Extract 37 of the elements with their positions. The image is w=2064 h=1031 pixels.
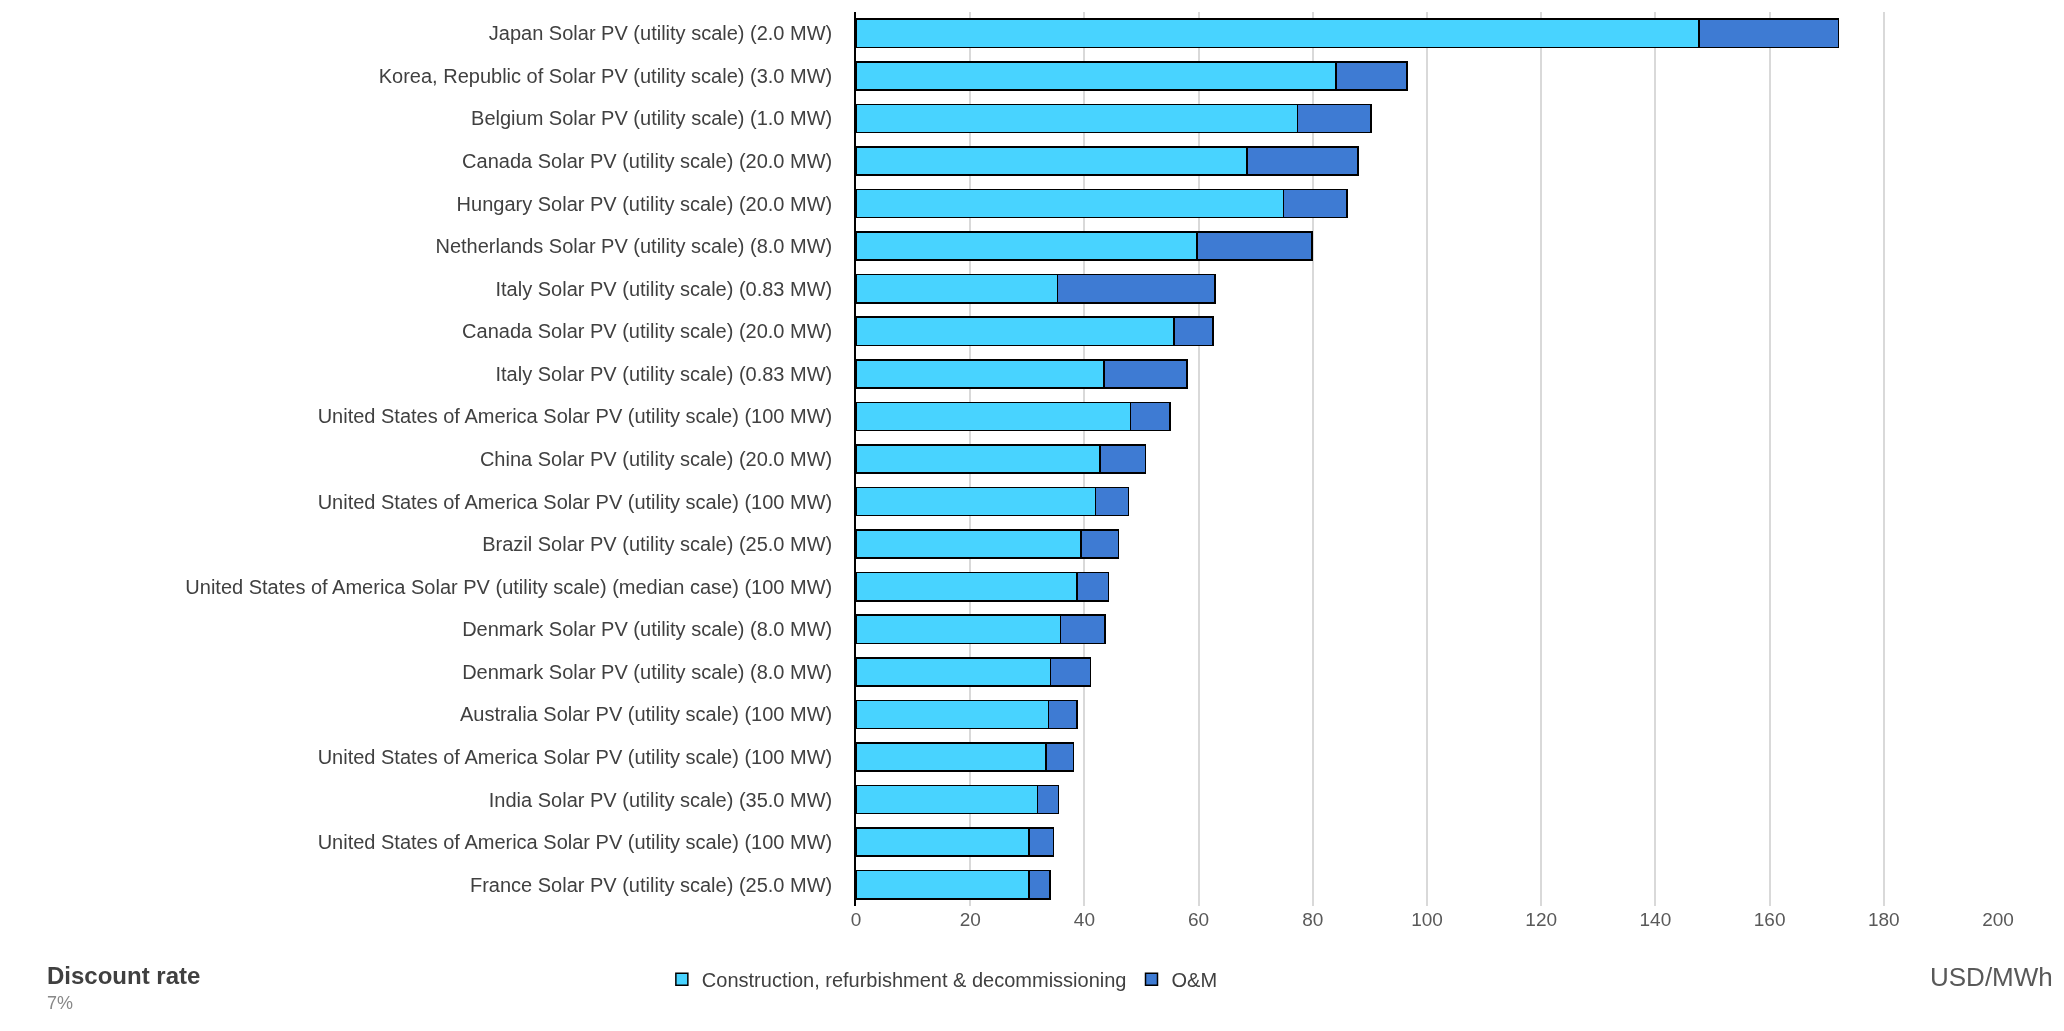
y-tick-label: United States of America Solar PV (utility scale) (100 MW) — [317, 490, 833, 513]
y-tick-label: Italy Solar PV (utility scale) (0.83 MW) — [495, 277, 833, 300]
x-tick-label: 140 — [1639, 909, 1672, 930]
x-tick-label: 20 — [959, 909, 981, 930]
y-tick-label: China Solar PV (utility scale) (20.0 MW) — [479, 448, 833, 470]
legend-label: Construction, refurbishment & decommissioning — [701, 968, 1127, 991]
y-tick-label: Denmark Solar PV (utility scale) (8.0 MW) — [462, 618, 833, 641]
y-tick-label: Netherlands Solar PV (utility scale) (8.0 MW) — [435, 235, 833, 258]
y-tick-label: Canada Solar PV (utility scale) (20.0 MW) — [462, 320, 833, 343]
text: Discount rate — [47, 962, 201, 989]
x-tick-label: 160 — [1753, 909, 1786, 930]
x-tick-label: 40 — [1073, 909, 1095, 930]
y-tick-label: France Solar PV (utility scale) (25.0 MW) — [469, 873, 833, 896]
y-tick-label: Denmark Solar PV (utility scale) (8.0 MW) — [462, 660, 833, 683]
x-tick-label: 200 — [1982, 909, 2014, 930]
x-tick-label: 80 — [1302, 909, 1324, 930]
y-tick-label: India Solar PV (utility scale) (35.0 MW) — [488, 788, 833, 811]
y-tick-label: United States of America Solar PV (utility scale) (100 MW) — [317, 746, 833, 768]
x-tick-label: 120 — [1525, 909, 1558, 930]
x-axis-title: USD/MWh — [1930, 962, 2053, 992]
y-tick-label: United States of America Solar PV (utility scale) (median case) (100 MW) — [185, 575, 833, 598]
legend-label: O&M — [1171, 968, 1218, 991]
y-tick-label: Belgium Solar PV (utility scale) (1.0 MW) — [471, 107, 833, 130]
y-tick-label: Hungary Solar PV (utility scale) (20.0 MW) — [456, 192, 833, 215]
x-tick-label: 60 — [1188, 909, 1210, 930]
x-tick-label: 100 — [1411, 909, 1443, 930]
y-tick-label: United States of America Solar PV (utility scale) (100 MW) — [317, 405, 833, 428]
y-tick-label: Canada Solar PV (utility scale) (20.0 MW) — [462, 150, 833, 172]
text: 7% — [47, 993, 74, 1013]
y-tick-label: United States of America Solar PV (utility scale) (100 MW) — [317, 831, 833, 854]
x-tick-label: 180 — [1867, 909, 1900, 930]
y-tick-label: Korea, Republic of Solar PV (utility scale) (3.0 MW) — [378, 64, 833, 87]
y-tick-label: Australia Solar PV (utility scale) (100 MW) — [459, 703, 833, 726]
y-tick-label: Italy Solar PV (utility scale) (0.83 MW) — [495, 362, 833, 385]
y-tick-label: Brazil Solar PV (utility scale) (25.0 MW) — [482, 533, 833, 556]
y-tick-label: Japan Solar PV (utility scale) (2.0 MW) — [488, 22, 833, 45]
x-tick-label: 0 — [850, 909, 862, 930]
